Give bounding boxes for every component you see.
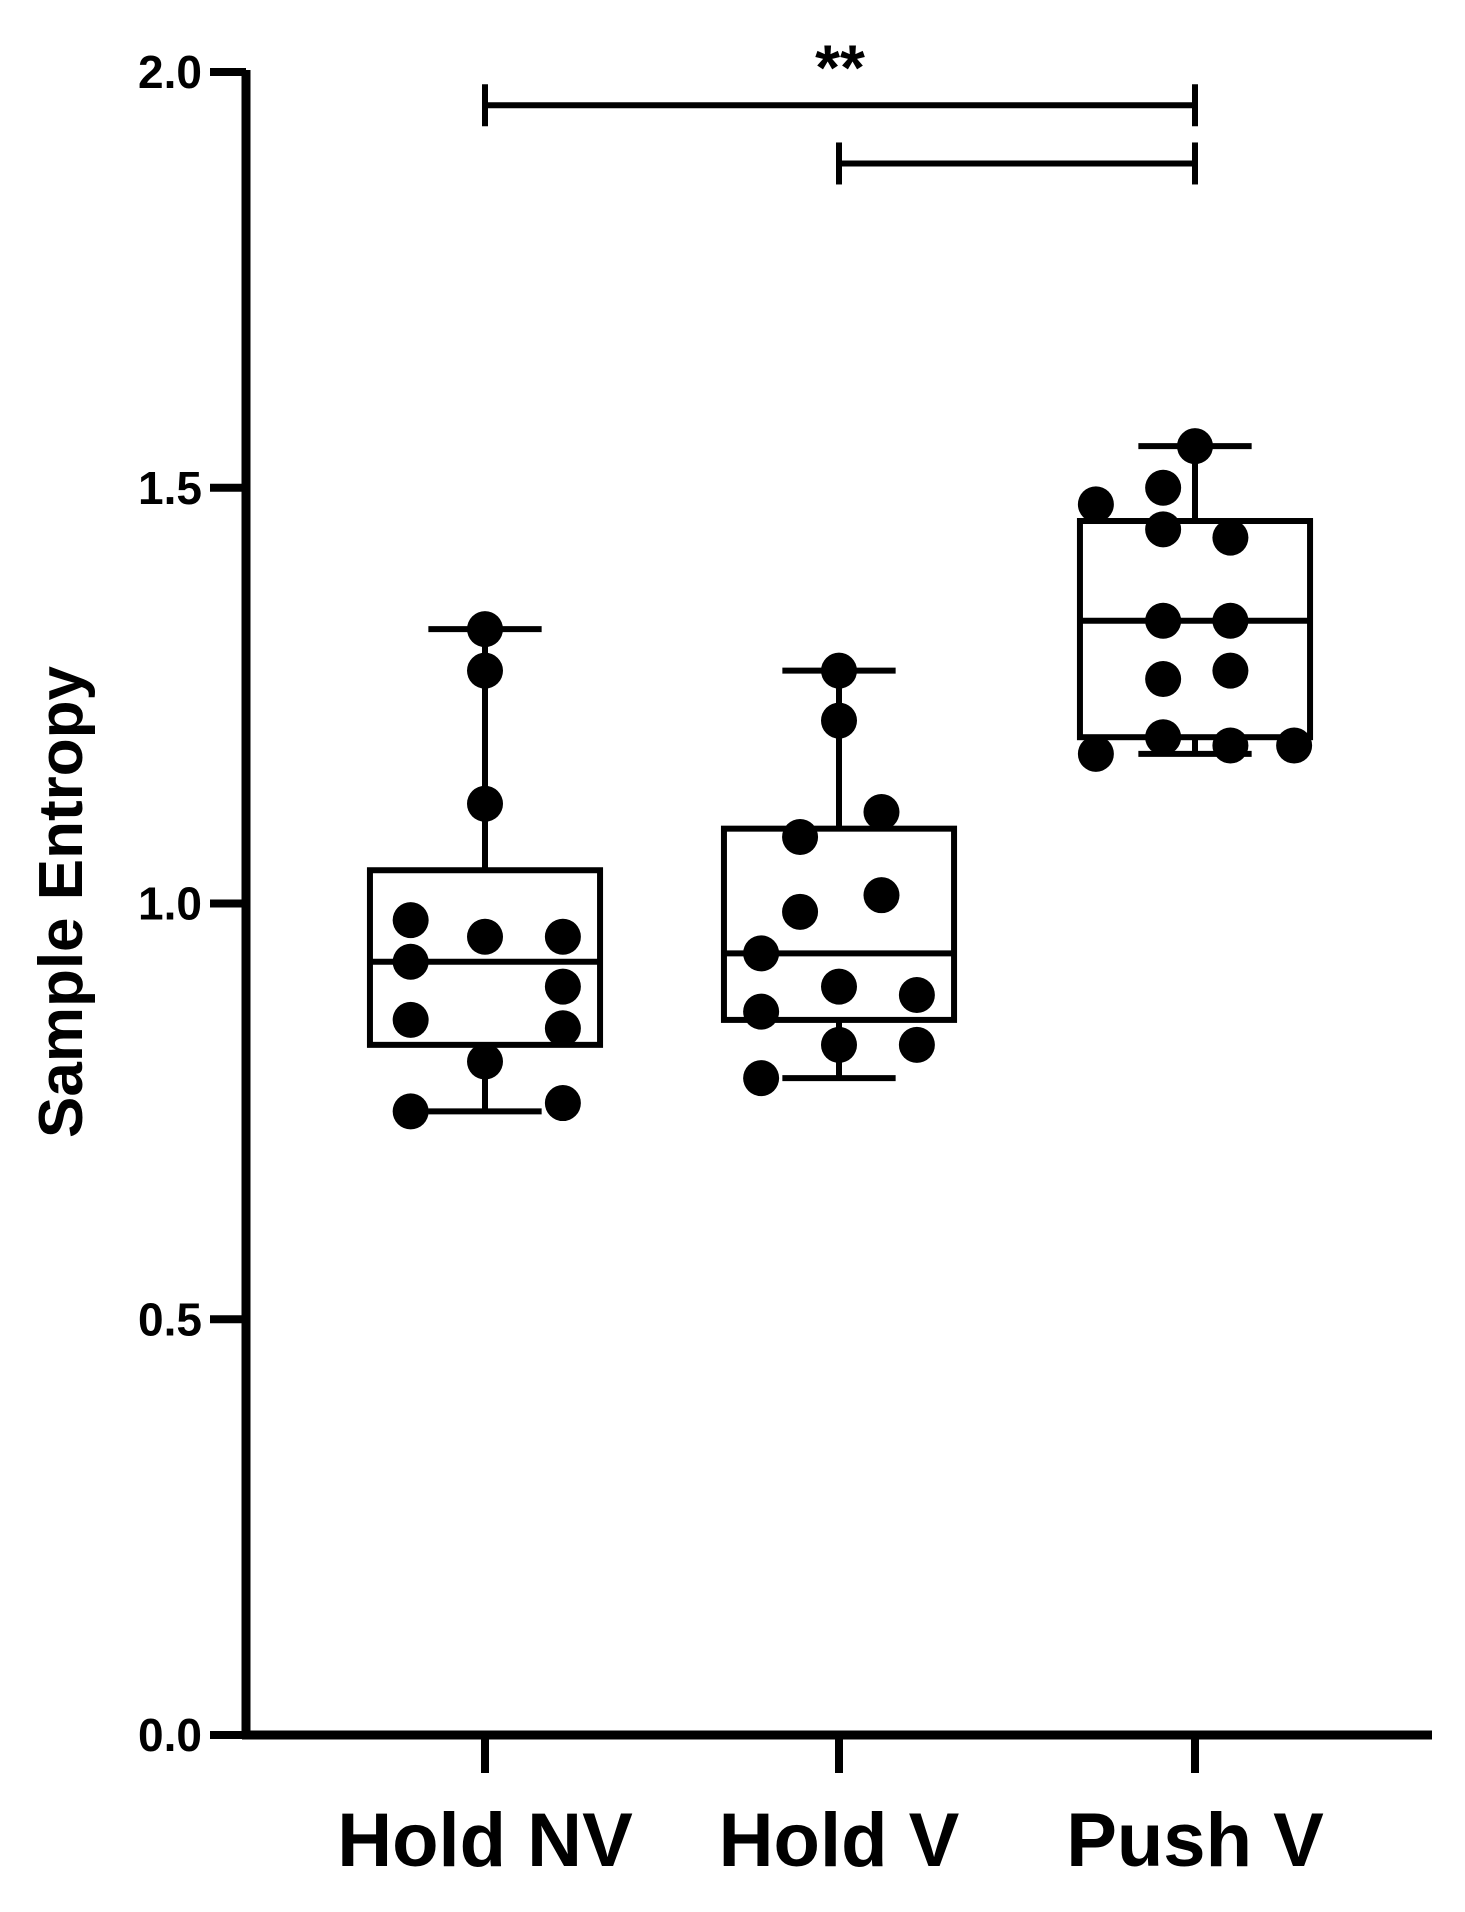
data-point: [392, 902, 429, 939]
data-point: [743, 993, 780, 1030]
iqr-box: [1076, 518, 1314, 741]
y-axis-title: Sample Entropy: [27, 665, 96, 1138]
data-point: [1077, 486, 1114, 523]
data-point: [1212, 727, 1249, 764]
y-tick-label: 1.0: [138, 878, 202, 930]
data-point: [821, 702, 857, 739]
data-point: [467, 652, 503, 689]
data-point: [1145, 719, 1182, 756]
data-point: [1145, 602, 1182, 639]
data-point: [1145, 469, 1182, 506]
data-point: [898, 976, 935, 1013]
data-point: [392, 1001, 429, 1038]
data-point: [544, 918, 581, 955]
data-point: [1212, 602, 1249, 639]
box-group-push-v: [1076, 428, 1314, 772]
data-point: [782, 818, 819, 855]
data-point: [467, 611, 503, 648]
data-point: [898, 1026, 935, 1063]
data-point: [863, 794, 900, 831]
x-category-label: Hold V: [719, 1798, 960, 1883]
data-point: [1077, 735, 1114, 772]
data-point: [821, 652, 857, 689]
x-category-label: Hold NV: [337, 1798, 633, 1883]
y-tick-label: 2.0: [138, 46, 202, 98]
data-point: [821, 968, 857, 1005]
y-tick-label: 1.5: [138, 462, 202, 514]
significance-label: **: [815, 31, 865, 103]
data-point: [743, 1060, 780, 1097]
data-point: [743, 935, 780, 972]
y-axis-ticks: 0.0 0.5 1.0 1.5 2.0: [138, 46, 246, 1761]
box-plot-series: [366, 428, 1314, 1130]
x-category-label: Push V: [1066, 1798, 1324, 1883]
iqr-box: [720, 825, 958, 1023]
data-point: [544, 1010, 581, 1047]
data-point: [1145, 660, 1182, 697]
data-point: [544, 1085, 581, 1122]
data-point: [863, 877, 900, 914]
box-group-hold-nv: [366, 611, 604, 1130]
y-tick-label: 0.5: [138, 1293, 202, 1345]
data-point: [782, 893, 819, 930]
box-group-hold-v: [720, 652, 958, 1097]
significance-bracket: **: [482, 31, 1198, 127]
data-point: [1212, 652, 1249, 689]
data-point: [467, 1043, 503, 1080]
significance-annotations: **: [482, 31, 1198, 185]
data-point: [1145, 511, 1182, 548]
data-point: [1177, 428, 1213, 465]
data-point: [1276, 727, 1313, 764]
data-point: [392, 1093, 429, 1130]
data-point: [544, 968, 581, 1005]
data-point: [467, 918, 503, 955]
data-point: [821, 1026, 857, 1063]
data-point: [392, 943, 429, 980]
significance-bracket: [836, 142, 1198, 185]
y-tick-label: 0.0: [138, 1709, 202, 1761]
data-point: [467, 785, 503, 822]
data-point: [1212, 519, 1249, 556]
x-axis-ticks: Hold NV Hold V Push V: [337, 1735, 1324, 1883]
